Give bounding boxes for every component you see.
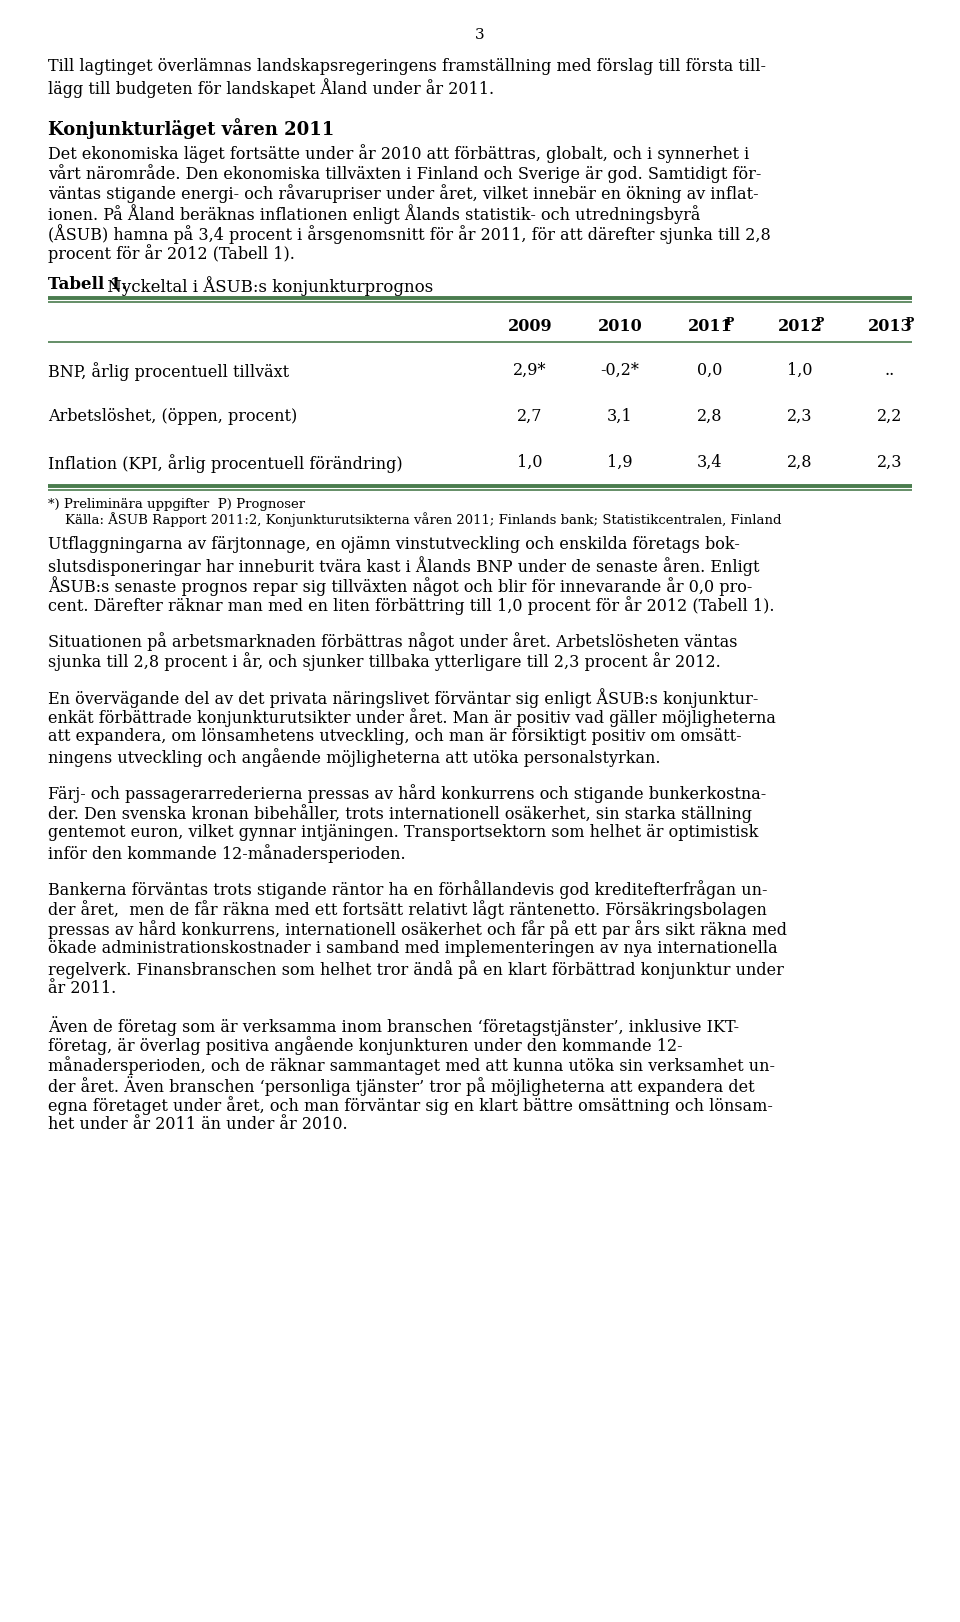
Text: Inflation (KPI, årlig procentuell förändring): Inflation (KPI, årlig procentuell föränd…	[48, 454, 402, 474]
Text: gentemot euron, vilket gynnar intjäningen. Transportsektorn som helhet är optimi: gentemot euron, vilket gynnar intjäninge…	[48, 824, 758, 840]
Text: månadersperioden, och de räknar sammantaget med att kunna utöka sin verksamhet u: månadersperioden, och de räknar sammanta…	[48, 1056, 775, 1075]
Text: 2011: 2011	[687, 318, 732, 336]
Text: Konjunkturläget våren 2011: Konjunkturläget våren 2011	[48, 118, 334, 139]
Text: inför den kommande 12-månadersperioden.: inför den kommande 12-månadersperioden.	[48, 843, 406, 863]
Text: 1,9: 1,9	[607, 454, 633, 470]
Text: vårt närområde. Den ekonomiska tillväxten i Finland och Sverige är god. Samtidig: vårt närområde. Den ekonomiska tillväxte…	[48, 164, 761, 183]
Text: 2,8: 2,8	[697, 409, 723, 425]
Text: 2012: 2012	[778, 318, 823, 336]
Text: företag, är överlag positiva angående konjunkturen under den kommande 12-: företag, är överlag positiva angående ko…	[48, 1036, 683, 1054]
Text: der året. Även branschen ‘personliga tjänster’ tror på möjligheterna att expande: der året. Även branschen ‘personliga tjä…	[48, 1075, 755, 1096]
Text: Tabell 1.: Tabell 1.	[48, 276, 128, 294]
Text: att expandera, om lönsamhetens utveckling, och man är försiktigt positiv om omsä: att expandera, om lönsamhetens utvecklin…	[48, 728, 742, 744]
Text: *) Preliminära uppgifter  P) Prognoser: *) Preliminära uppgifter P) Prognoser	[48, 498, 305, 511]
Text: 2,3: 2,3	[877, 454, 902, 470]
Text: 1,0: 1,0	[517, 454, 542, 470]
Text: enkät förbättrade konjunkturutsikter under året. Man är positiv vad gäller möjli: enkät förbättrade konjunkturutsikter und…	[48, 707, 776, 727]
Text: egna företaget under året, och man förväntar sig en klart bättre omsättning och : egna företaget under året, och man förvä…	[48, 1096, 773, 1114]
Text: 2,9*: 2,9*	[514, 362, 547, 380]
Text: 3: 3	[475, 28, 485, 42]
Text: En övervägande del av det privata näringslivet förväntar sig enligt ÅSUB:s konju: En övervägande del av det privata näring…	[48, 688, 758, 707]
Text: cent. Därefter räknar man med en liten förbättring till 1,0 procent för år 2012 : cent. Därefter räknar man med en liten f…	[48, 595, 775, 615]
Text: Även de företag som är verksamma inom branschen ‘företagstjänster’, inklusive IK: Även de företag som är verksamma inom br…	[48, 1015, 739, 1036]
Text: Arbetslöshet, (öppen, procent): Arbetslöshet, (öppen, procent)	[48, 409, 298, 425]
Text: (ÅSUB) hamna på 3,4 procent i årsgenomsnitt för år 2011, för att därefter sjunka: (ÅSUB) hamna på 3,4 procent i årsgenomsn…	[48, 224, 771, 243]
Text: 1,0: 1,0	[787, 362, 813, 380]
Text: P: P	[726, 316, 734, 328]
Text: 2013: 2013	[868, 318, 912, 336]
Text: pressas av hård konkurrens, internationell osäkerhet och får på ett par års sikt: pressas av hård konkurrens, internatione…	[48, 920, 787, 939]
Text: slutsdisponeringar har inneburit tvära kast i Ålands BNP under de senaste åren. : slutsdisponeringar har inneburit tvära k…	[48, 556, 759, 576]
Text: Situationen på arbetsmarknaden förbättras något under året. Arbetslösheten vänta: Situationen på arbetsmarknaden förbättra…	[48, 633, 737, 650]
Text: 2,7: 2,7	[517, 409, 542, 425]
Text: ÅSUB:s senaste prognos repar sig tillväxten något och blir för innevarande år 0,: ÅSUB:s senaste prognos repar sig tillväx…	[48, 576, 753, 595]
Text: Till lagtinget överlämnas landskapsregeringens framställning med förslag till fö: Till lagtinget överlämnas landskapsreger…	[48, 58, 766, 75]
Text: Nyckeltal i ÅSUB:s konjunkturprognos: Nyckeltal i ÅSUB:s konjunkturprognos	[102, 276, 433, 295]
Text: väntas stigande energi- och råvarupriser under året, vilket innebär en ökning av: väntas stigande energi- och råvarupriser…	[48, 183, 758, 203]
Text: Källa: ÅSUB Rapport 2011:2, Konjunkturutsikterna våren 2011; Finlands bank; Stat: Källa: ÅSUB Rapport 2011:2, Konjunkturut…	[48, 513, 781, 527]
Text: 2009: 2009	[508, 318, 552, 336]
Text: BNP, årlig procentuell tillväxt: BNP, årlig procentuell tillväxt	[48, 362, 289, 381]
Text: lägg till budgeten för landskapet Åland under år 2011.: lägg till budgeten för landskapet Åland …	[48, 78, 494, 97]
Text: der. Den svenska kronan bibehåller, trots internationell osäkerhet, sin starka s: der. Den svenska kronan bibehåller, trot…	[48, 805, 752, 822]
Text: ionen. På Åland beräknas inflationen enligt Ålands statistik- och utredningsbyrå: ionen. På Åland beräknas inflationen enl…	[48, 204, 701, 224]
Text: sjunka till 2,8 procent i år, och sjunker tillbaka ytterligare till 2,3 procent : sjunka till 2,8 procent i år, och sjunke…	[48, 652, 721, 672]
Text: Bankerna förväntas trots stigande räntor ha en förhållandevis god kreditefterfrå: Bankerna förväntas trots stigande räntor…	[48, 881, 767, 899]
Text: 0,0: 0,0	[697, 362, 723, 380]
Text: ningens utveckling och angående möjligheterna att utöka personalstyrkan.: ningens utveckling och angående möjlighe…	[48, 748, 660, 767]
Text: 3,4: 3,4	[697, 454, 723, 470]
Text: 2,2: 2,2	[877, 409, 902, 425]
Text: regelverk. Finansbranschen som helhet tror ändå på en klart förbättrad konjunktu: regelverk. Finansbranschen som helhet tr…	[48, 960, 784, 980]
Text: Färj- och passagerarrederierna pressas av hård konkurrens och stigande bunkerkos: Färj- och passagerarrederierna pressas a…	[48, 783, 766, 803]
Text: Utflaggningarna av färjtonnage, en ojämn vinstutveckling och enskilda företags b: Utflaggningarna av färjtonnage, en ojämn…	[48, 535, 740, 553]
Text: ..: ..	[885, 362, 895, 380]
Text: procent för år 2012 (Tabell 1).: procent för år 2012 (Tabell 1).	[48, 243, 295, 263]
Text: P: P	[906, 316, 914, 328]
Text: het under år 2011 än under år 2010.: het under år 2011 än under år 2010.	[48, 1116, 348, 1134]
Text: der året,  men de får räkna med ett fortsätt relativt lågt räntenetto. Försäkrin: der året, men de får räkna med ett forts…	[48, 900, 767, 920]
Text: P: P	[816, 316, 825, 328]
Text: år 2011.: år 2011.	[48, 980, 116, 998]
Text: 2,3: 2,3	[787, 409, 813, 425]
Text: 2010: 2010	[598, 318, 642, 336]
Text: -0,2*: -0,2*	[601, 362, 639, 380]
Text: Det ekonomiska läget fortsätte under år 2010 att förbättras, globalt, och i synn: Det ekonomiska läget fortsätte under år …	[48, 144, 749, 162]
Text: 3,1: 3,1	[607, 409, 633, 425]
Text: ökade administrationskostnader i samband med implementeringen av nya internation: ökade administrationskostnader i samband…	[48, 941, 778, 957]
Text: 2,8: 2,8	[787, 454, 813, 470]
